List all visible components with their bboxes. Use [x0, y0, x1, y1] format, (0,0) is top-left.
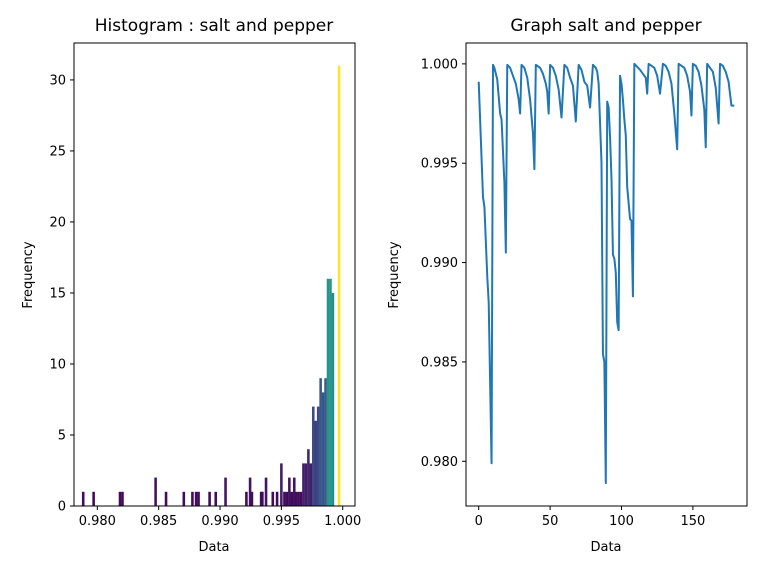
histogram-bar — [297, 491, 300, 506]
histogram-bar — [321, 392, 325, 506]
histogram-axes-frame — [73, 42, 356, 507]
histogram-bar — [326, 278, 330, 506]
histogram-bar — [248, 477, 252, 506]
y-tick-label: 20 — [49, 215, 66, 230]
histogram-bar — [261, 491, 264, 506]
histogram-bar — [311, 406, 315, 506]
x-tick-label: 0.985 — [140, 514, 177, 529]
histogram-bar — [285, 491, 289, 506]
histogram-bar — [314, 420, 318, 506]
line-graph-x-ticks: 0 50 100 150 — [475, 506, 705, 529]
line-graph-y-axis-label: Frequency — [387, 241, 402, 308]
histogram-bar — [182, 491, 186, 506]
histogram-bar — [81, 491, 85, 506]
y-tick-label: 0.980 — [421, 455, 458, 470]
y-tick-label: 30 — [49, 73, 66, 88]
y-tick-label: 0.995 — [421, 157, 458, 172]
histogram-bar — [331, 292, 335, 506]
histogram-bar — [250, 491, 254, 506]
histogram-panel: Histogram : salt and pepper 0.980 0.985 0.… — [21, 16, 361, 555]
x-tick-label: 1.000 — [324, 514, 361, 529]
y-tick-label: 5 — [58, 428, 66, 443]
x-tick-label: 100 — [609, 514, 634, 529]
histogram-bar — [329, 278, 332, 506]
x-tick-label: 50 — [542, 514, 559, 529]
histogram-bar — [290, 491, 294, 506]
histogram-bars — [81, 65, 341, 506]
histogram-bar — [191, 491, 194, 506]
histogram-bar — [316, 406, 320, 506]
x-tick-label: 150 — [680, 514, 705, 529]
histogram-bar — [304, 463, 308, 506]
line-graph-panel: Graph salt and pepper 0 50 100 150 0.9800.9… — [387, 16, 748, 555]
histogram-bar — [319, 378, 322, 506]
line-graph-title: Graph salt and pepper — [510, 16, 701, 36]
x-tick-label: 0.995 — [263, 514, 300, 529]
y-tick-label: 0.990 — [421, 256, 458, 271]
histogram-bar — [154, 477, 157, 506]
histogram-bar — [292, 477, 296, 506]
line-graph-x-axis-label: Data — [590, 540, 621, 555]
line-graph-y-ticks: 0.980 0.985 0.990 0.995 1.000 — [421, 57, 466, 470]
histogram-bar — [302, 463, 305, 506]
x-tick-label: 0.990 — [201, 514, 238, 529]
y-tick-label: 1.000 — [421, 57, 458, 72]
histogram-bar — [309, 463, 313, 506]
histogram-title: Histogram : salt and pepper — [95, 16, 333, 36]
y-tick-label: 25 — [49, 144, 66, 159]
histogram-bar — [307, 449, 310, 506]
y-tick-label: 15 — [49, 286, 66, 301]
histogram-bar — [324, 378, 327, 506]
y-tick-label: 0.985 — [421, 355, 458, 370]
histogram-bar — [164, 491, 168, 506]
histogram-bar — [208, 491, 211, 506]
line-graph-series — [477, 62, 735, 485]
x-tick-label: 0 — [475, 514, 483, 529]
histogram-x-ticks: 0.980 0.985 0.990 0.995 1.000 — [79, 506, 361, 529]
histogram-bar — [214, 491, 218, 506]
line-graph-axes-frame — [465, 42, 748, 507]
histogram-bar — [288, 477, 291, 506]
histogram-y-ticks: 0 5 10 15 20 25 30 — [49, 73, 74, 515]
histogram-bar — [271, 491, 275, 506]
histogram-x-axis-label: Data — [198, 540, 229, 555]
histogram-bar — [245, 491, 248, 506]
histogram-bar — [299, 491, 303, 506]
y-tick-label: 0 — [58, 500, 66, 515]
histogram-bar — [224, 477, 227, 506]
y-tick-label: 10 — [49, 357, 66, 372]
histogram-bar — [194, 491, 198, 506]
histogram-bar — [280, 463, 283, 506]
histogram-bar — [275, 491, 279, 506]
histogram-y-axis-label: Frequency — [21, 241, 36, 308]
histogram-bar — [264, 477, 268, 506]
histogram-bar — [121, 491, 124, 506]
histogram-bar — [294, 491, 298, 506]
histogram-bar — [118, 491, 122, 506]
histogram-bar — [197, 491, 200, 506]
x-tick-label: 0.980 — [79, 514, 116, 529]
histogram-bar — [283, 491, 286, 506]
histogram-bar — [337, 65, 341, 506]
histogram-bar — [92, 491, 95, 506]
